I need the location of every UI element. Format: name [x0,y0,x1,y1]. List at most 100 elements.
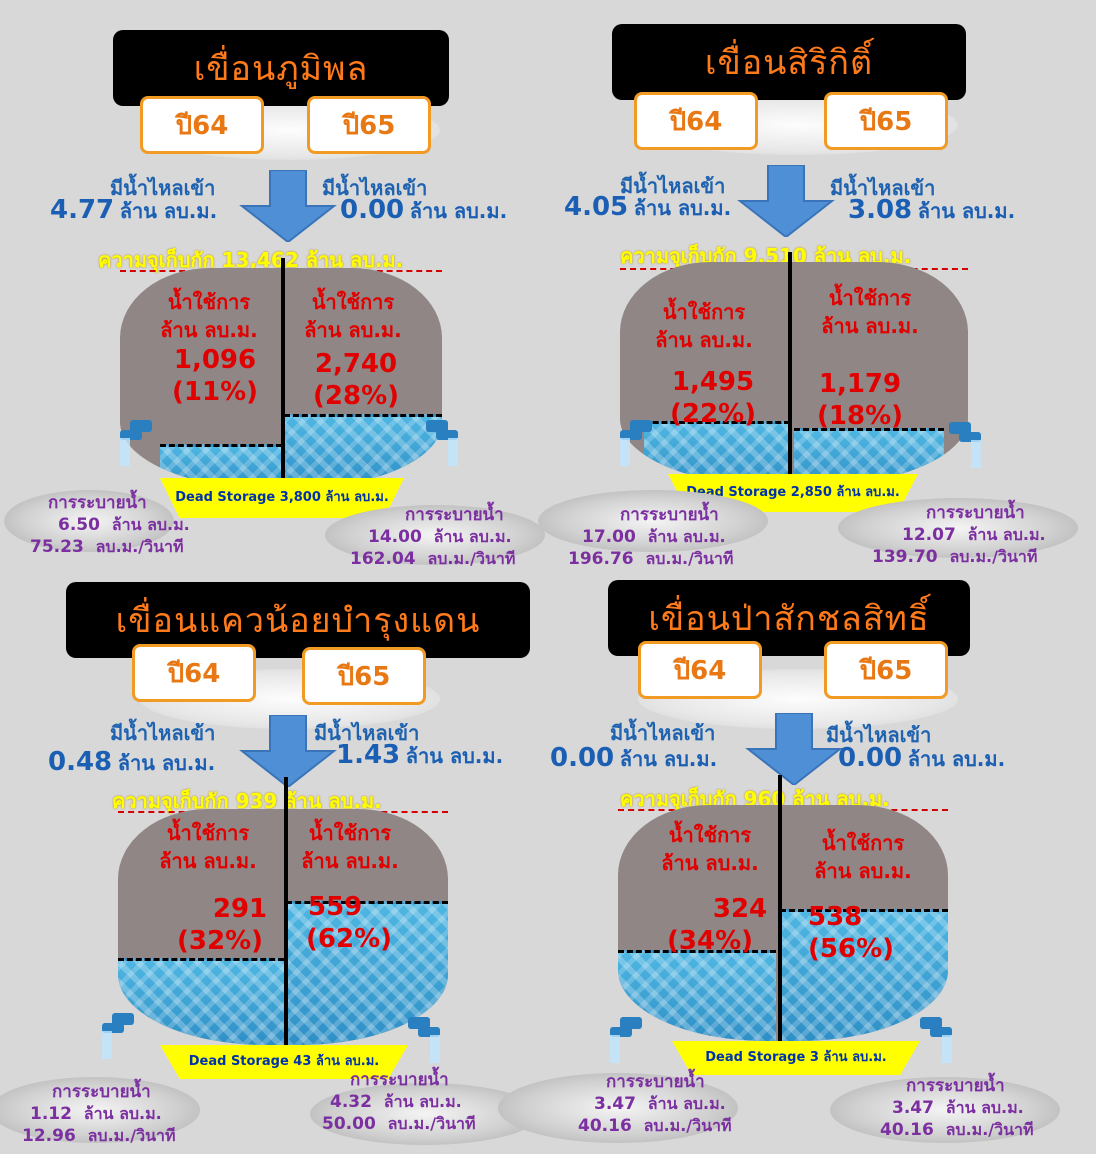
release-label: การระบายน้ำ [52,1082,151,1102]
year-divider [788,252,792,488]
water-tap-icon [102,1013,134,1059]
usable-label-line2: ล้าน ลบ.ม. [655,328,753,352]
dam-panel-khwae-noi: เขื่อนแควน้อยบำรุงแดน ปี64 ปี65 มีน้ำไหล… [0,577,548,1154]
release-rate-unit: ลบ.ม./วินาที [645,549,734,568]
release-rate: 196.76 [568,549,634,569]
dam-panel-bhumibol: เขื่อนภูมิพล ปี64 ปี65 มีน้ำไหลเข้า มีน้… [0,0,548,577]
release-rate: 162.04 [350,549,416,569]
water-tap-icon [920,1017,952,1063]
inflow-value-left: 4.05 ล้าน ลบ.ม. [564,192,731,224]
water-tap-icon [408,1017,440,1063]
release-rate-unit: ลบ.ม./วินาที [949,547,1038,566]
down-arrow-icon [745,713,843,785]
usable-label-line1: น้ำใช้การ [828,286,912,310]
release-volume: 6.50 [58,515,100,535]
usable-value-left: 324 (34%) [640,893,780,957]
release-unit: ล้าน ลบ.ม. [111,515,190,534]
usable-label-line1: น้ำใช้การ [167,290,251,314]
inflow-value-right: 0.00 ล้าน ลบ.ม. [838,743,1005,775]
inflow-label-left: มีน้ำไหลเข้า [620,174,726,198]
usable-label-line2: ล้าน ลบ.ม. [661,851,759,875]
release-label: การระบายน้ำ [606,1072,705,1092]
usable-label-left: น้ำใช้การ ล้าน ลบ.ม. [138,819,278,875]
usable-percent: (18%) [817,401,903,431]
year-label-left: ปี64 [140,96,264,154]
release-rate: 75.23 [30,537,84,557]
usable-volume: 559 [308,892,363,922]
drain-plate [538,490,768,552]
release-left: การระบายน้ำ 17.00 ล้าน ลบ.ม. 196.76 ลบ.ม… [568,504,733,570]
inflow-value-left: 4.77 ล้าน ลบ.ม. [50,195,217,227]
usable-label-right: น้ำใช้การ ล้าน ลบ.ม. [798,829,928,885]
drain-plate [830,1077,1060,1143]
storage-jar [118,809,448,1045]
year-label-right: ปี65 [307,96,431,154]
usable-label-left: น้ำใช้การ ล้าน ลบ.ม. [634,298,774,354]
usable-percent: (62%) [306,924,392,954]
down-arrow-icon [239,715,337,787]
water-level-left [118,957,284,1045]
storage-jar [620,262,968,486]
year-divider [281,258,285,488]
drain-plate [325,505,545,565]
usable-label-line2: ล้าน ลบ.ม. [821,314,919,338]
year-divider [284,777,288,1047]
usable-label-line2: ล้าน ลบ.ม. [304,318,402,342]
inflow-number: 1.43 [336,740,401,770]
usable-value-left: 291 (32%) [150,893,290,957]
usable-value-right: 2,740 (28%) [296,348,416,412]
dam-title: เขื่อนแควน้อยบำรุงแดน [66,582,530,658]
release-left: การระบายน้ำ 6.50 ล้าน ลบ.ม. 75.23 ลบ.ม./… [30,492,190,558]
release-label: การระบายน้ำ [405,505,504,525]
usable-volume: 324 [712,894,768,924]
usable-value-left: 1,096 (11%) [150,344,280,408]
year-label-right: ปี65 [302,647,426,705]
year-label-left: ปี64 [634,92,758,150]
water-tap-icon [610,1017,642,1063]
release-rate: 12.96 [22,1126,76,1146]
usable-label-line1: น้ำใช้การ [166,821,250,845]
release-unit: ล้าน ลบ.ม. [647,527,726,546]
usable-percent: (28%) [313,381,399,411]
down-arrow-icon [239,170,337,242]
usable-label-right: น้ำใช้การ ล้าน ลบ.ม. [800,284,940,340]
year-label-left: ปี64 [132,644,256,702]
inflow-unit: ล้าน ลบ.ม. [619,747,718,771]
inflow-unit: ล้าน ลบ.ม. [405,744,504,768]
water-tap-icon [620,420,652,466]
inflow-number: 0.00 [838,743,903,773]
dam-panel-sirikit: เขื่อนสิริกิติ์ ปี64 ปี65 มีน้ำไหลเข้า ม… [538,0,1096,577]
usable-volume: 291 [212,894,268,924]
usable-value-left: 1,495 (22%) [648,366,778,430]
release-label: การระบายน้ำ [48,493,147,513]
inflow-value-right: 0.00 ล้าน ลบ.ม. [340,195,507,227]
release-unit: ล้าน ลบ.ม. [383,1092,462,1111]
inflow-unit: ล้าน ลบ.ม. [633,196,732,220]
usable-percent: (11%) [172,377,258,407]
dead-storage-label: Dead Storage 3 ล้าน ลบ.ม. [672,1041,920,1075]
inflow-number: 0.00 [550,743,615,773]
water-level-right [284,413,442,488]
release-rate-unit: ลบ.ม./วินาที [95,537,184,556]
release-rate: 50.00 [322,1114,376,1134]
release-volume: 3.47 [594,1094,636,1114]
release-volume: 17.00 [582,527,636,547]
usable-percent: (56%) [808,934,894,964]
usable-label-line1: น้ำใช้การ [662,300,746,324]
year-divider [778,775,782,1045]
usable-label-line1: น้ำใช้การ [308,821,392,845]
release-rate: 40.16 [578,1116,632,1136]
usable-volume: 2,740 [314,349,398,379]
usable-label-left: น้ำใช้การ ล้าน ลบ.ม. [640,821,780,877]
inflow-label-right: มีน้ำไหลเข้า [314,721,420,745]
year-label-right: ปี65 [824,92,948,150]
release-right: การระบายน้ำ 4.32 ล้าน ลบ.ม. 50.00 ลบ.ม./… [322,1069,476,1135]
usable-label-line1: น้ำใช้การ [668,823,752,847]
dam-panel-pasak: เขื่อนป่าสักชลสิทธิ์ ปี64 ปี65 มีน้ำไหลเ… [498,577,1096,1154]
release-unit: ล้าน ลบ.ม. [647,1094,726,1113]
usable-percent: (22%) [670,399,756,429]
release-unit: ล้าน ลบ.ม. [945,1098,1024,1117]
usable-label-left: น้ำใช้การ ล้าน ลบ.ม. [144,288,274,344]
usable-value-right: 559 (62%) [296,891,406,955]
